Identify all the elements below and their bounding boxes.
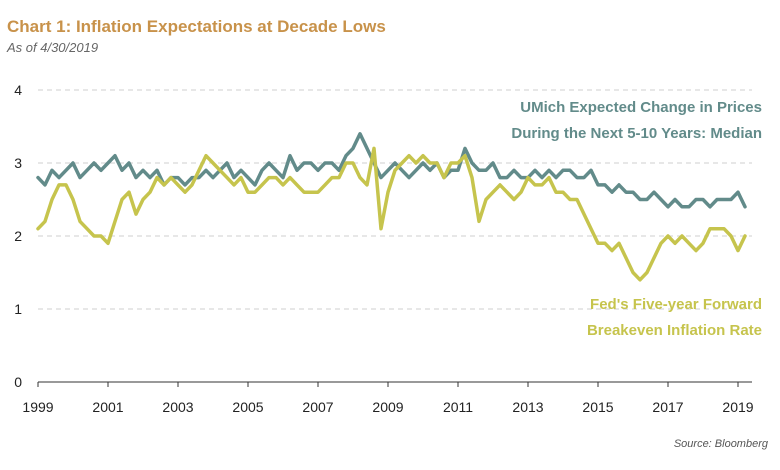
x-tick-label: 2003 [162, 399, 193, 415]
breakeven-series-label: Breakeven Inflation Rate [587, 322, 762, 339]
breakeven-series-label: Fed's Five-year Forward [590, 296, 762, 313]
y-tick-label: 0 [14, 374, 22, 390]
chart-subtitle: As of 4/30/2019 [7, 40, 99, 55]
y-tick-label: 3 [14, 155, 22, 171]
x-tick-label: 2011 [443, 399, 473, 415]
x-axis: 1999 2001 2003 2005 2007 2009 2011 2013 2015 2017… [22, 381, 754, 415]
y-tick-label: 4 [14, 82, 22, 98]
x-tick-label: 1999 [22, 399, 53, 415]
x-tick-label: 2005 [232, 399, 263, 415]
umich-series-label: During the Next 5-10 Years: Median [511, 125, 762, 142]
y-axis-ticks: 0 1 2 3 4 [14, 82, 22, 390]
series-lines [36, 132, 747, 282]
y-tick-label: 2 [14, 228, 22, 244]
x-tick-label: 2007 [302, 399, 333, 415]
x-tick-label: 2009 [372, 399, 403, 415]
series-line-breakeven [36, 146, 747, 282]
x-tick-label: 2019 [722, 399, 753, 415]
series-annotations: UMich Expected Change in Prices During th… [511, 99, 762, 339]
umich-series-label: UMich Expected Change in Prices [520, 99, 762, 116]
y-tick-label: 1 [14, 301, 22, 317]
source-note: Source: Bloomberg [673, 438, 768, 450]
x-tick-label: 2001 [92, 399, 123, 415]
series-line-umich [36, 132, 747, 209]
gridlines [38, 89, 752, 310]
x-tick-label: 2017 [652, 399, 683, 415]
chart-title: Chart 1: Inflation Expectations at Decad… [7, 17, 386, 36]
x-tick-label: 2015 [582, 399, 613, 415]
x-tick-label: 2013 [512, 399, 543, 415]
